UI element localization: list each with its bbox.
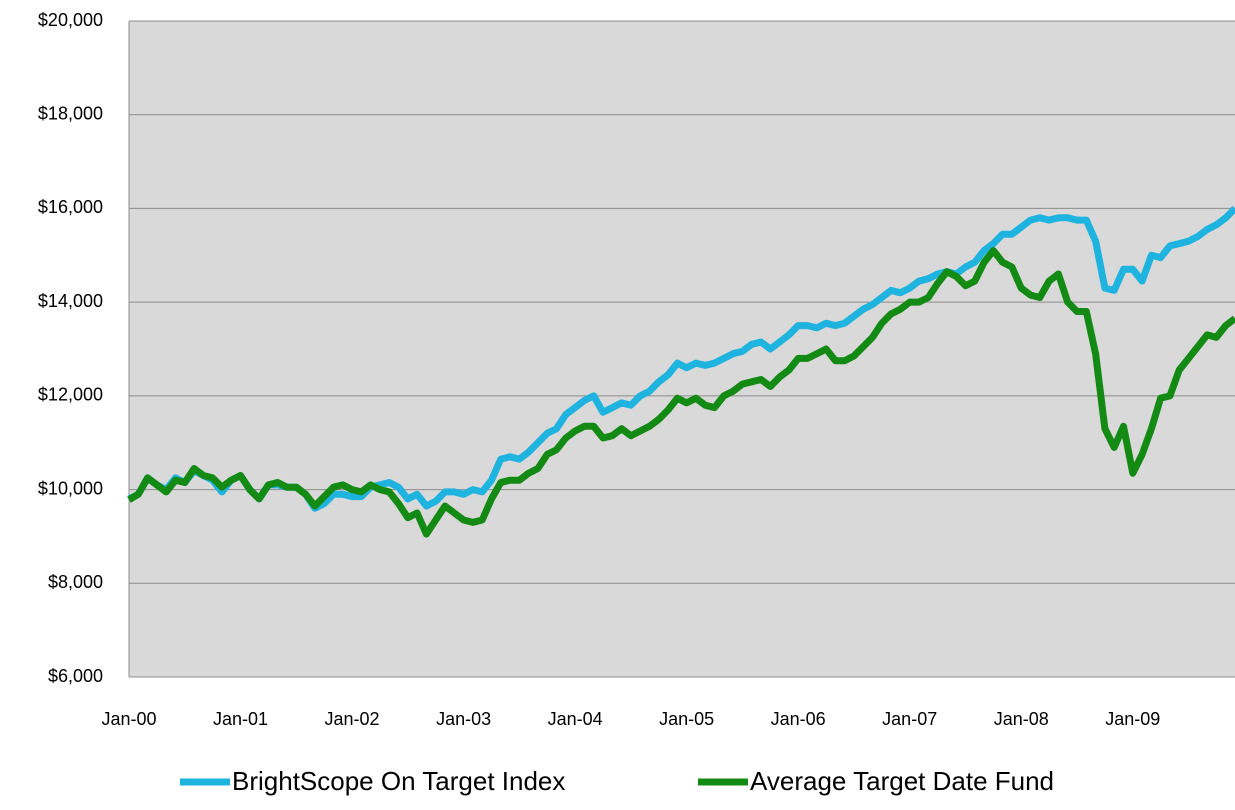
x-tick-label: Jan-08 [994,709,1049,729]
legend-label: BrightScope On Target Index [232,766,565,796]
plot-area [129,21,1235,677]
y-tick-label: $20,000 [38,10,103,30]
y-tick-label: $6,000 [48,666,103,686]
legend-label: Average Target Date Fund [750,766,1054,796]
x-tick-label: Jan-06 [771,709,826,729]
y-tick-label: $14,000 [38,291,103,311]
y-tick-label: $16,000 [38,197,103,217]
x-tick-label: Jan-01 [213,709,268,729]
x-tick-label: Jan-02 [325,709,380,729]
y-tick-label: $10,000 [38,478,103,498]
x-tick-label: Jan-07 [882,709,937,729]
x-tick-label: Jan-00 [101,709,156,729]
y-tick-label: $8,000 [48,572,103,592]
x-tick-label: Jan-05 [659,709,714,729]
series-line [127,247,1235,538]
x-tick-label: Jan-09 [1105,709,1160,729]
x-tick-label: Jan-04 [548,709,603,729]
x-tick-label: Jan-03 [436,709,491,729]
y-tick-label: $12,000 [38,385,103,405]
y-tick-label: $18,000 [38,103,103,123]
